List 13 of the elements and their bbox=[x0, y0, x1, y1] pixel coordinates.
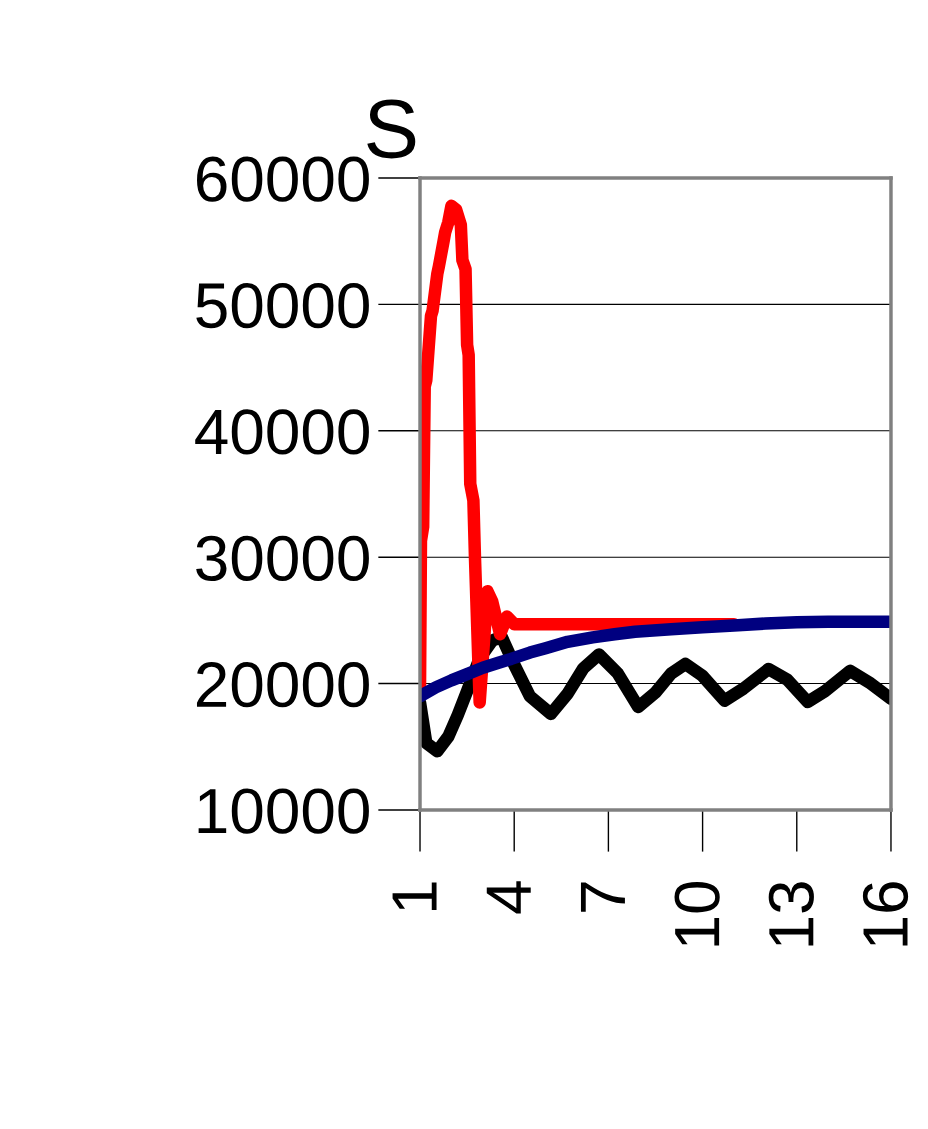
y-tick-label: 10000 bbox=[198, 788, 369, 834]
x-tick-label: 16 bbox=[862, 882, 909, 946]
y-tick-label: 20000 bbox=[196, 662, 369, 708]
y-tick-label: 30000 bbox=[196, 535, 369, 581]
y-tick-label: 50000 bbox=[196, 282, 369, 329]
x-tick-label: 10 bbox=[674, 881, 720, 946]
x-tick-label: 4 bbox=[486, 881, 531, 914]
y-tick-label: 60000 bbox=[197, 156, 369, 202]
chart-title: S bbox=[367, 99, 416, 159]
x-tick-label: 13 bbox=[768, 882, 814, 946]
x-tick-label: 7 bbox=[580, 882, 625, 912]
x-tick-label: 1 bbox=[392, 882, 437, 911]
y-tick-label: 40000 bbox=[195, 409, 369, 455]
